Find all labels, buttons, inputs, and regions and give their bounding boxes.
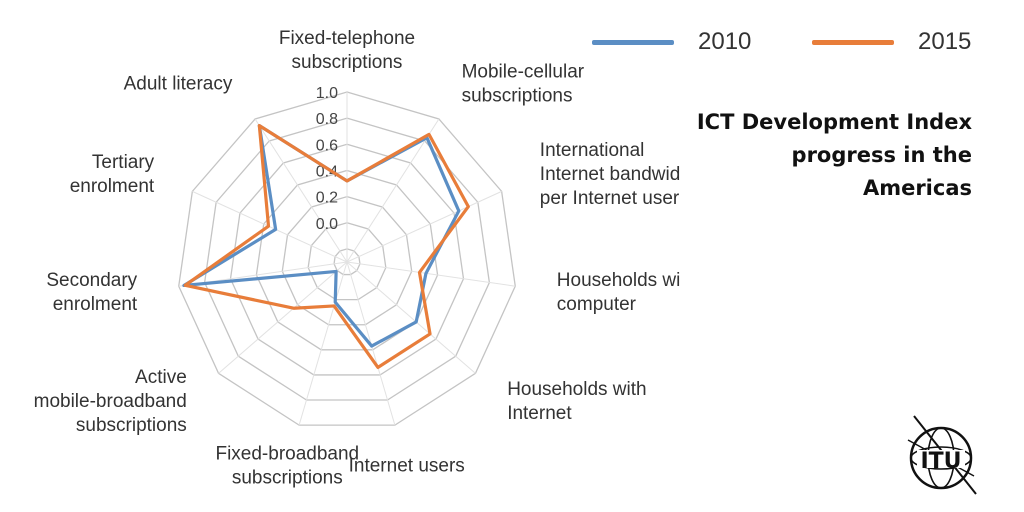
category-label: Fixed-telephone subscriptions <box>279 28 415 73</box>
category-label: Households with Internet <box>507 379 646 424</box>
tick-label: 0.6 <box>316 137 338 154</box>
tick-label: 0.0 <box>316 216 338 233</box>
grid-ring <box>307 222 387 301</box>
logo-text: ITU <box>920 449 961 474</box>
category-label: Households withcomputer <box>557 270 680 315</box>
title-line: Americas <box>862 176 972 200</box>
legend-item-2015: 2015 <box>812 28 971 56</box>
spoke-line <box>346 261 516 287</box>
title-line: progress in the <box>791 143 972 167</box>
legend-swatch-2015 <box>812 39 894 45</box>
radar-series <box>182 123 470 369</box>
category-label: Internet users <box>349 455 465 476</box>
category-label: Secondary enrolment <box>46 270 138 315</box>
grid-ring <box>255 169 439 351</box>
chart-title: ICT Development Index progress in the Am… <box>632 106 972 205</box>
legend-label-2015: 2015 <box>918 28 972 55</box>
category-labels: Fixed-telephone subscriptions Mobile-cellu… <box>34 28 680 488</box>
legend-label-2010: 2010 <box>698 28 752 55</box>
spoke-line <box>346 261 476 374</box>
grid-ring <box>203 117 491 401</box>
grid-ring <box>333 248 361 276</box>
itu-globe-logo-icon: ITU <box>907 415 977 495</box>
tick-label: 0.8 <box>316 111 338 128</box>
title-line: ICT Development Index <box>696 110 972 134</box>
category-label: Adult literacy <box>124 74 233 95</box>
spoke-line <box>298 261 348 426</box>
spoke-line <box>346 118 440 263</box>
category-label: Active mobile-broadband subscriptions <box>34 367 187 436</box>
legend-swatch-2010 <box>592 39 674 45</box>
tick-label: 0.2 <box>316 190 338 207</box>
category-label: Mobile-cellular subscriptions <box>462 62 585 107</box>
radial-tick-labels: 0.0 0.2 0.4 0.6 0.8 1.0 <box>316 85 338 233</box>
spoke-line <box>254 118 348 263</box>
category-label: Fixed-broadband subscriptions <box>215 443 359 488</box>
legend-item-2010: 2010 <box>592 28 751 56</box>
radar-grid <box>178 91 516 426</box>
spoke-line <box>346 190 502 263</box>
spoke-line <box>218 261 348 374</box>
series-line-2015 <box>183 123 470 369</box>
tick-label: 1.0 <box>316 85 338 102</box>
grid-ring <box>178 91 516 426</box>
tick-label: 0.4 <box>316 163 338 180</box>
category-label: Tertiary enrolment <box>70 152 155 197</box>
grid-ring <box>229 143 465 376</box>
series-line-2010 <box>182 123 461 348</box>
radar-chart: 0.0 0.2 0.4 0.6 0.8 1.0 Fixed-telephone subscr… <box>34 28 680 488</box>
